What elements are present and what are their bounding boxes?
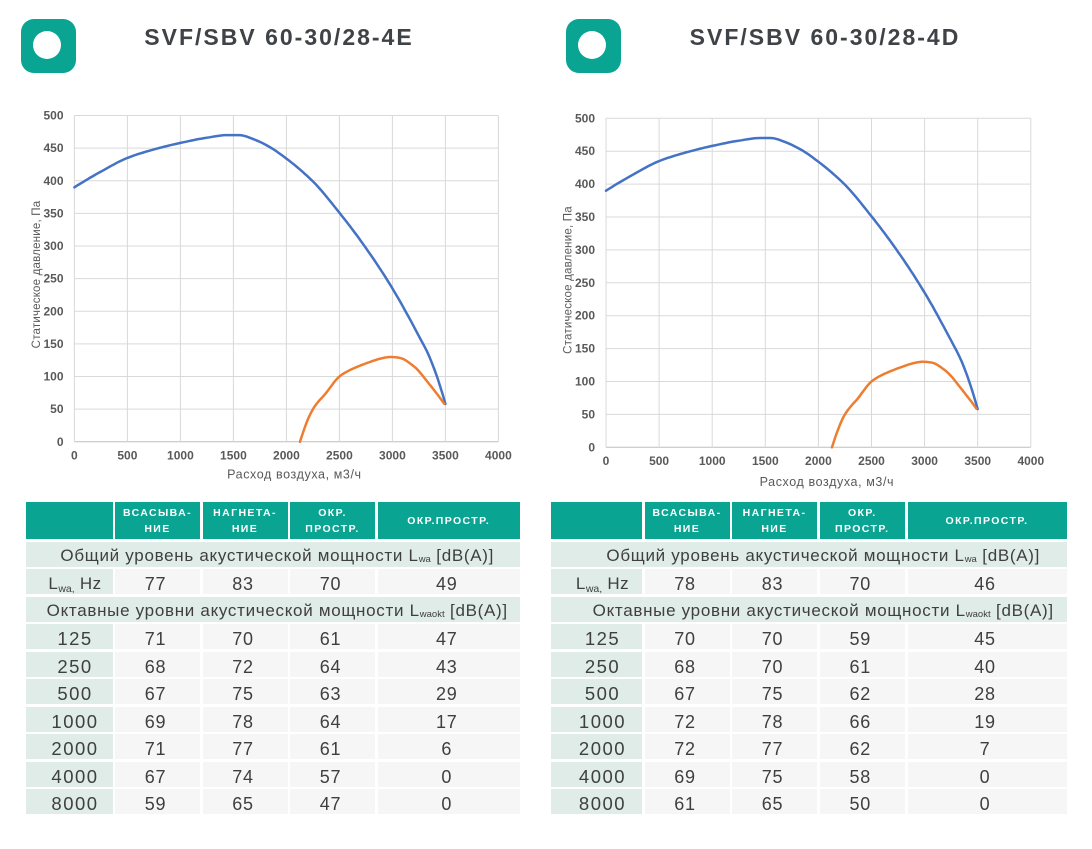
svg-text:500: 500 [43,109,63,123]
svg-text:3500: 3500 [432,449,459,463]
svg-text:500: 500 [117,449,137,463]
svg-text:0: 0 [57,435,64,449]
svg-text:100: 100 [575,375,595,389]
svg-text:150: 150 [43,337,63,351]
svg-text:1500: 1500 [220,449,247,463]
svg-text:1000: 1000 [699,454,726,468]
svg-text:2500: 2500 [858,454,885,468]
svg-text:500: 500 [649,454,669,468]
svg-text:0: 0 [588,440,595,454]
svg-text:200: 200 [575,309,595,323]
svg-text:50: 50 [582,407,596,421]
svg-text:100: 100 [43,370,63,384]
svg-text:4000: 4000 [1017,454,1044,468]
svg-text:1000: 1000 [167,449,194,463]
svg-text:200: 200 [43,304,63,318]
svg-text:450: 450 [43,141,63,155]
svg-text:3500: 3500 [964,454,991,468]
svg-text:Расход воздуха, м3/ч: Расход воздуха, м3/ч [760,475,895,489]
svg-text:250: 250 [575,276,595,290]
svg-text:150: 150 [575,342,595,356]
svg-text:350: 350 [43,206,63,220]
svg-text:0: 0 [71,449,78,463]
svg-text:Статическое давление, Па: Статическое давление, Па [563,206,575,354]
svg-text:1500: 1500 [752,454,779,468]
svg-text:50: 50 [50,402,64,416]
svg-text:Статическое давление, Па: Статическое давление, Па [31,200,43,348]
svg-text:4000: 4000 [485,449,512,463]
svg-text:0: 0 [603,454,610,468]
svg-text:2000: 2000 [805,454,832,468]
svg-text:Расход воздуха, м3/ч: Расход воздуха, м3/ч [227,468,362,482]
svg-text:300: 300 [575,243,595,257]
svg-text:400: 400 [43,174,63,188]
svg-text:500: 500 [575,111,595,125]
svg-text:2000: 2000 [273,449,300,463]
svg-text:3000: 3000 [911,454,938,468]
svg-text:350: 350 [575,210,595,224]
svg-text:450: 450 [575,144,595,158]
svg-text:400: 400 [575,177,595,191]
svg-text:250: 250 [43,272,63,286]
svg-text:3000: 3000 [379,449,406,463]
svg-text:300: 300 [43,239,63,253]
svg-text:2500: 2500 [326,449,353,463]
